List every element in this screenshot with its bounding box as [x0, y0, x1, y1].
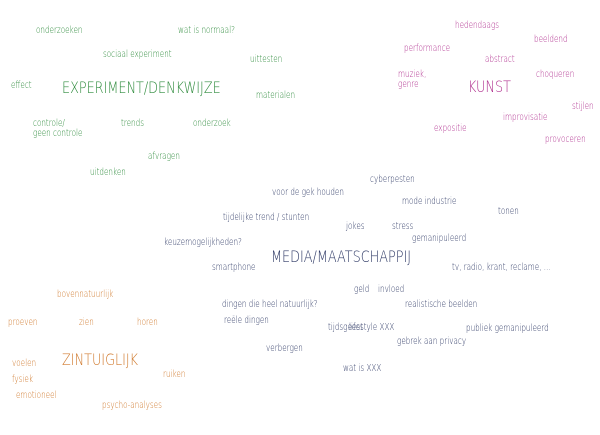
word-stijlen: stijlen	[572, 101, 594, 112]
word-voor-de-gek-houden: voor de gek houden	[272, 187, 344, 198]
word-performance: performance	[404, 43, 451, 54]
word-gebrek-aan-privacy: gebrek aan privacy	[397, 336, 467, 347]
word-wat-is-xxx: wat is XXX	[343, 363, 382, 374]
word-geld: geld	[354, 284, 370, 295]
word-cyberpesten: cyberpesten	[370, 174, 415, 185]
word-choqueren: choqueren	[536, 69, 575, 80]
word-re-le-dingen: reële dingen	[224, 315, 269, 326]
word-materialen: materialen	[256, 90, 296, 101]
category-label-kunst: KUNST	[468, 77, 511, 96]
word-wat-is-normaal: wat is normaal?	[178, 25, 235, 36]
word-fysiek: fysiek	[12, 374, 34, 385]
category-label-media-maatschappij: MEDIA/MAATSCHAPPIJ	[271, 247, 411, 266]
word-trends: trends	[121, 118, 144, 129]
word-horen: horen	[137, 317, 158, 328]
word-tijdelijke-trend-stunten: tijdelijke trend / stunten	[223, 212, 310, 223]
word-lifestyle-xxx: lifestyle XXX	[349, 322, 395, 333]
word-bovennatuurlijk: bovennatuurlijk	[57, 289, 114, 300]
word-mode-industrie: mode industrie	[402, 196, 457, 207]
word-stress: stress	[392, 221, 414, 232]
word-keuzemogelijkheden: keuzemogelijkheden?	[164, 237, 242, 248]
word-expositie: expositie	[434, 123, 467, 134]
word-muziek-genre: muziek, genre	[398, 69, 427, 90]
word-verbergen: verbergen	[266, 343, 303, 354]
word-controle-geen-controle: controle/geen controle	[33, 118, 83, 139]
word-uittesten: uittesten	[250, 54, 283, 65]
word-gemanipuleerd: gemanipuleerd	[412, 233, 467, 244]
category-label-experiment-denkwijze: EXPERIMENT/DENKWIJZE	[62, 78, 221, 97]
word-dingen-die-heel-natuurlijk: dingen die heel natuurlijk?	[222, 299, 318, 310]
word-abstract: abstract	[485, 54, 515, 65]
word-ruiken: ruiken	[163, 369, 186, 380]
word-tv-radio-krant-reclame: tv, radio, krant, reclame, ...	[452, 262, 551, 273]
word-afvragen: afvragen	[148, 151, 180, 162]
word-jokes: jokes	[346, 221, 365, 232]
word-smartphone: smartphone	[212, 262, 256, 273]
word-hedendaags: hedendaags	[455, 20, 500, 31]
word-sociaal-experiment: sociaal experiment	[103, 49, 172, 60]
word-provoceren: provoceren	[545, 134, 586, 145]
word-onderzoeken: onderzoeken	[36, 25, 83, 36]
word-beeldend: beeldend	[534, 34, 568, 45]
word-effect: effect	[11, 80, 32, 91]
word-tijdsgeest: tijdsgeest	[328, 322, 363, 333]
word-voelen: voelen	[12, 358, 37, 369]
word-onderzoek: onderzoek	[193, 118, 231, 129]
word-invloed: invloed	[378, 284, 405, 295]
word-uitdenken: uitdenken	[90, 167, 126, 178]
word-proeven: proeven	[8, 317, 38, 328]
word-emotioneel: emotioneel	[16, 390, 57, 401]
word-improvisatie: improvisatie	[503, 112, 548, 123]
word-zien: zien	[79, 317, 94, 328]
word-realistische-beelden: realistische beelden	[405, 299, 478, 310]
category-label-zintuiglijk: ZINTUIGLIJK	[62, 350, 139, 369]
word-tonen: tonen	[498, 206, 519, 217]
word-psycho-analyses: psycho-analyses	[102, 400, 162, 411]
word-publiek-gemanipuleerd: publiek gemanipuleerd	[466, 323, 549, 334]
